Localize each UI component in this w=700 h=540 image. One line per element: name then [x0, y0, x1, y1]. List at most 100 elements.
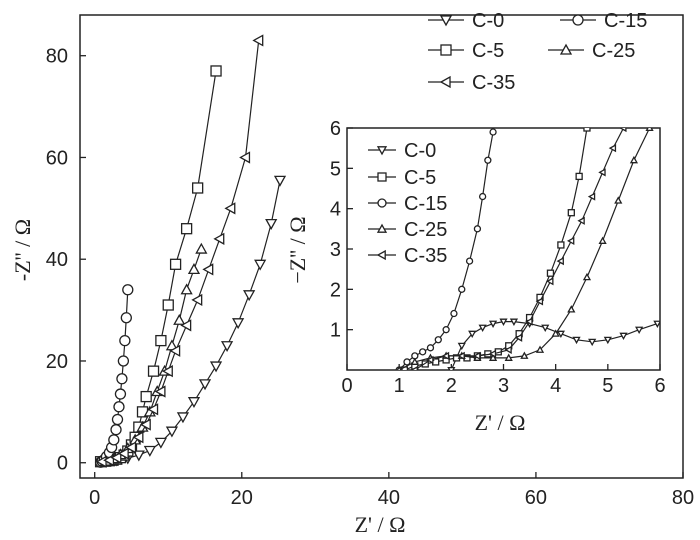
inset-plot-frame: [346, 127, 661, 371]
x-tick-label: 40: [378, 487, 400, 509]
data-point: [147, 403, 159, 416]
data-point: [154, 385, 166, 398]
data-point: [418, 348, 427, 356]
data-point: [488, 320, 498, 328]
data-point: [442, 326, 450, 334]
data-point: [180, 319, 192, 332]
data-point: [252, 34, 264, 47]
legend-item-C-35: C-35: [428, 72, 515, 94]
y-tick-label: 4: [330, 199, 341, 221]
legend-item-C-15: C-15: [368, 193, 447, 215]
data-point: [113, 401, 125, 413]
legend-marker: [376, 223, 388, 233]
data-point: [514, 333, 523, 342]
main-x-axis-label: Z' / Ω: [355, 512, 406, 537]
data-point: [587, 192, 596, 201]
data-point: [572, 336, 581, 345]
data-point: [254, 259, 267, 271]
legend-item-C-0: C-0: [368, 140, 436, 162]
legend-marker: [376, 249, 386, 261]
data-point: [556, 256, 564, 266]
data-point: [567, 209, 575, 217]
data-point: [239, 151, 251, 164]
data-point: [143, 445, 156, 457]
data-point: [243, 290, 256, 302]
data-point: [447, 366, 456, 370]
inset-plot: 0 1 2 3 4 5 6 1 2 3 4 5 6 Z' / Ω −Z'' / Ω C-0 C-5 C-15…: [285, 118, 666, 435]
data-point: [577, 216, 585, 225]
main-y-axis-label: -Z'' / Ω: [10, 219, 35, 281]
data-point: [434, 336, 442, 344]
data-point: [551, 329, 560, 337]
legend-item-C-35: C-35: [368, 245, 447, 267]
data-point: [473, 351, 481, 360]
y-tick-label: 60: [46, 147, 68, 169]
main-plot-frame: [79, 14, 684, 479]
y-tick-label: 1: [330, 320, 341, 342]
data-point: [468, 330, 477, 339]
data-point: [489, 128, 497, 136]
data-point: [231, 318, 245, 330]
data-point: [608, 144, 617, 153]
data-point: [161, 365, 173, 378]
x-tick-label: 3: [498, 375, 509, 397]
data-point: [202, 263, 214, 276]
inset-y-axis-label: −Z'' / Ω: [285, 216, 310, 283]
data-point: [273, 175, 287, 187]
data-point: [110, 424, 122, 436]
data-point: [441, 351, 450, 360]
legend-marker: [440, 44, 452, 56]
data-point: [484, 156, 492, 164]
data-point: [265, 218, 278, 230]
data-point: [224, 202, 236, 215]
data-point: [210, 65, 222, 77]
data-point: [147, 365, 160, 377]
legend-item-C-5: C-5: [368, 167, 436, 189]
legend-label: C-25: [404, 219, 447, 241]
data-point: [154, 437, 167, 449]
data-point: [635, 326, 644, 335]
data-point: [187, 397, 201, 409]
x-tick-label: 0: [341, 375, 352, 397]
data-point: [165, 426, 179, 438]
data-point: [535, 345, 545, 353]
data-point: [117, 355, 130, 367]
data-point: [583, 128, 591, 132]
data-point: [114, 388, 127, 400]
data-point: [132, 450, 145, 462]
data-point: [504, 353, 513, 361]
data-point: [125, 441, 137, 454]
data-point: [195, 242, 208, 254]
data-point: [132, 431, 144, 444]
data-point: [582, 272, 592, 281]
data-point: [614, 196, 623, 204]
data-point: [488, 353, 498, 361]
x-tick-label: 0: [89, 487, 100, 509]
y-tick-label: 20: [46, 351, 68, 373]
y-tick-label: 5: [330, 158, 341, 180]
data-point: [575, 172, 583, 181]
x-tick-label: 1: [394, 375, 405, 397]
data-point: [457, 351, 465, 360]
y-tick-label: 2: [330, 279, 341, 301]
legend-marker: [377, 172, 387, 182]
series-line: [450, 321, 658, 370]
data-point: [458, 285, 466, 293]
data-point: [566, 236, 575, 246]
data-point: [187, 263, 201, 275]
data-point: [169, 344, 181, 357]
series-C-35: [95, 34, 264, 468]
data-point: [556, 330, 565, 339]
x-tick-label: 80: [672, 487, 694, 509]
legend-marker: [439, 75, 451, 89]
data-point: [619, 332, 628, 341]
data-point: [541, 324, 550, 332]
inset-legend: C-0 C-5 C-15 C-25 C-35: [368, 140, 447, 267]
legend-label: C-35: [472, 72, 515, 94]
data-point: [450, 309, 458, 318]
data-point: [598, 168, 606, 177]
data-point: [117, 447, 129, 460]
data-point: [465, 257, 474, 265]
legend-item-C-25: C-25: [368, 219, 447, 241]
